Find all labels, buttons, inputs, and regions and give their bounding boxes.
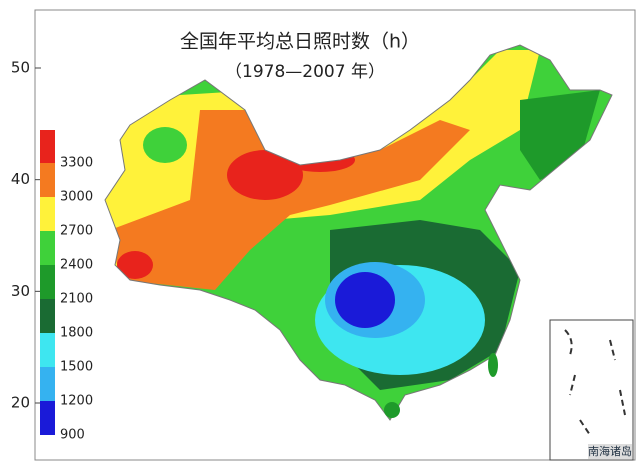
- legend-swatch: [40, 231, 55, 265]
- legend-label: 3300: [60, 156, 93, 171]
- lat-tick-label: 30: [11, 282, 30, 300]
- legend-swatch: [40, 299, 55, 333]
- zone: [227, 150, 303, 200]
- inset-frame: [549, 319, 634, 461]
- inset-label: 南海诸岛: [588, 444, 632, 458]
- inset-label-bg: [588, 444, 632, 459]
- inset-boundary: [564, 329, 626, 436]
- legend-label: 2400: [60, 258, 93, 273]
- map-title: 全国年平均总日照时数（h）: [180, 31, 420, 53]
- country-outline: [104, 44, 613, 421]
- legend-label: 1500: [60, 360, 93, 375]
- legend-label: 2700: [60, 224, 93, 239]
- legend-label: 3000: [60, 190, 93, 205]
- lat-tick-label: 40: [11, 170, 30, 188]
- legend-swatch: [40, 367, 55, 401]
- legend-label: 2100: [60, 292, 93, 307]
- legend-swatch: [40, 197, 55, 231]
- legend-label: 900: [60, 428, 85, 443]
- map-subtitle: （1978—2007 年）: [225, 62, 385, 82]
- legend-swatch: [40, 333, 55, 367]
- island: [384, 402, 400, 418]
- legend-label: 1200: [60, 394, 93, 409]
- lat-tick-label: 50: [11, 59, 30, 77]
- island: [488, 353, 498, 377]
- legend-label: 1800: [60, 326, 93, 341]
- zone: [117, 251, 153, 279]
- zone: [335, 272, 395, 328]
- legend-swatch: [40, 130, 55, 163]
- legend-swatch: [40, 265, 55, 299]
- legend-swatch: [40, 401, 55, 435]
- zone: [143, 127, 187, 163]
- zone: [110, 110, 470, 290]
- lat-tick-label: 20: [11, 394, 30, 412]
- legend-swatch: [40, 163, 55, 197]
